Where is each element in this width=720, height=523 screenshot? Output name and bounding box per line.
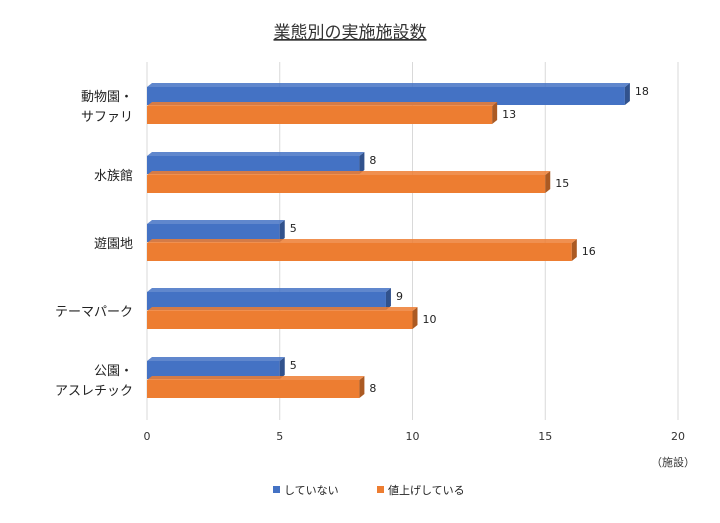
legend-swatch (377, 486, 384, 493)
bar-top (147, 220, 285, 224)
unit-label: （施設） (651, 455, 695, 469)
data-label: 5 (290, 359, 297, 372)
legend: していない 値上げしている (273, 484, 465, 497)
category-label: アスレチック (55, 384, 133, 399)
category-label: 水族館 (94, 168, 133, 184)
bar-top (147, 357, 285, 361)
bar-side (624, 83, 630, 105)
data-label: 18 (635, 85, 649, 98)
bar-top (147, 288, 391, 292)
bar-side (492, 102, 498, 124)
data-label: 16 (582, 245, 596, 258)
bar-top (147, 376, 365, 380)
bar-side (412, 307, 418, 329)
x-axis-ticks: 0 5 10 15 20 (144, 430, 686, 443)
bar (147, 380, 360, 398)
category-label: テーマパーク (55, 305, 133, 320)
data-label: 13 (502, 108, 516, 121)
bar (147, 87, 625, 105)
legend-label: していない (284, 484, 339, 497)
category-label: サファリ (81, 110, 133, 125)
bar-side (359, 376, 365, 398)
bar (147, 361, 280, 379)
bar-side (279, 357, 285, 379)
bar-top (147, 83, 630, 87)
x-tick-label: 20 (671, 430, 685, 443)
data-label: 10 (423, 313, 437, 326)
category-label: 公園・ (94, 364, 133, 379)
bar-top (147, 152, 365, 156)
bar-top (147, 307, 418, 311)
data-label: 8 (369, 154, 376, 167)
bar (147, 175, 546, 193)
bar-side (571, 239, 577, 261)
bar-side (545, 171, 551, 193)
legend-label: 値上げしている (388, 484, 465, 497)
x-tick-label: 10 (406, 430, 420, 443)
data-label: 15 (555, 177, 569, 190)
x-tick-label: 15 (538, 430, 552, 443)
x-tick-label: 0 (144, 430, 151, 443)
data-label: 8 (369, 382, 376, 395)
bar-top (147, 239, 577, 243)
data-label: 5 (290, 222, 297, 235)
bar (147, 292, 386, 310)
bar (147, 243, 572, 261)
category-label: 遊園地 (94, 237, 133, 252)
bar (147, 106, 493, 124)
bar-side (279, 220, 285, 242)
x-tick-label: 5 (276, 430, 283, 443)
bars: 18 13 8 15 5 16 9 10 5 8 (147, 83, 649, 398)
bar (147, 224, 280, 242)
bar-side (385, 288, 391, 310)
chart-title: 業態別の実施施設数 (274, 23, 427, 43)
bar (147, 311, 413, 329)
bar-top (147, 102, 498, 106)
bar (147, 156, 360, 174)
bar-side (359, 152, 365, 174)
legend-swatch (273, 486, 280, 493)
data-label: 9 (396, 290, 403, 303)
category-label: 動物園・ (81, 90, 133, 105)
bar-top (147, 171, 551, 175)
